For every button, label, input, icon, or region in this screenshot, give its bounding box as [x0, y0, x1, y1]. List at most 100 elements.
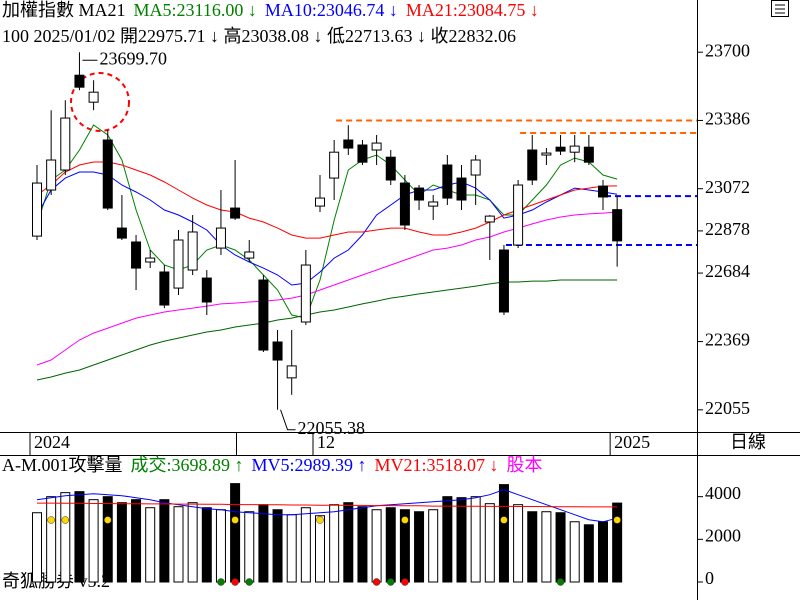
volume-ma-line	[37, 502, 618, 508]
candle-body	[612, 209, 623, 242]
volume-bar	[60, 492, 71, 583]
signal-dot	[401, 578, 409, 586]
candle-body	[569, 145, 580, 153]
candle-body	[131, 241, 142, 269]
candle-body	[159, 271, 170, 306]
volume-header-item: MV5:2989.39 ↑	[252, 455, 367, 475]
header-item: MA21:23084.75 ↓	[406, 0, 539, 20]
candle-body	[343, 139, 354, 149]
volume-bar	[187, 502, 198, 583]
volume-bar	[215, 509, 226, 583]
candle-body	[385, 156, 396, 181]
volume-bar	[385, 507, 396, 583]
volume-header-item: MV21:3518.07 ↓	[375, 455, 499, 475]
candle-body	[541, 152, 552, 156]
volume-bar	[145, 507, 156, 583]
candle-body	[513, 184, 524, 246]
volume-bar	[258, 504, 269, 583]
candle-body	[414, 187, 425, 201]
candle-body	[456, 177, 467, 201]
volume-bar	[300, 507, 311, 583]
volume-bar	[484, 503, 495, 583]
x-tick-label: 12	[317, 432, 335, 452]
candle-body	[428, 201, 439, 207]
period-label: 日線	[730, 432, 766, 452]
y-tick-label: 22369	[705, 330, 750, 350]
volume-bar	[456, 497, 467, 583]
volume-bar	[428, 509, 439, 583]
y-tick-label: 22684	[705, 261, 750, 281]
volume-bar	[598, 521, 608, 583]
y-tick-label: 0	[705, 568, 714, 588]
annotation-label: 23699.70	[99, 48, 167, 68]
volume-bar	[102, 496, 113, 583]
ma-line	[36, 279, 618, 381]
volume-bar	[74, 491, 85, 583]
candle-body	[470, 159, 481, 176]
signal-dot	[245, 578, 253, 586]
volume-header: A-M.001攻擊量 成交:3698.89 ↑ MV5:2989.39 ↑ MV21:…	[2, 455, 543, 475]
candle-body	[74, 74, 85, 88]
candle-body	[286, 365, 297, 379]
volume-bar	[513, 504, 524, 583]
highlight-circle	[70, 72, 130, 132]
volume-bar	[541, 511, 552, 583]
signal-dot	[47, 516, 55, 524]
candle-body	[102, 139, 113, 209]
signal-dot	[61, 516, 70, 524]
chart-subheader: 100 2025/01/02 開22975.71 ↓ 高23038.08 ↓ 低…	[2, 26, 516, 46]
volume-bar	[244, 511, 255, 583]
volume-bar	[286, 514, 297, 583]
candle-body	[498, 249, 509, 313]
volume-bar	[315, 515, 325, 583]
header-item: 加權指數 MA21	[2, 0, 126, 20]
candle-body	[329, 151, 340, 179]
volume-bar	[555, 512, 566, 583]
volume-bar	[527, 511, 538, 583]
candle-body	[555, 146, 566, 152]
volume-bar	[46, 496, 57, 583]
candle-body	[598, 185, 608, 198]
signal-dot	[217, 578, 225, 586]
signal-dot	[231, 516, 239, 524]
volume-bar	[32, 512, 42, 583]
volume-bar	[159, 499, 170, 583]
candle-body	[300, 264, 311, 323]
volume-bar	[414, 511, 425, 583]
candle-body	[88, 91, 99, 103]
candle-body	[230, 207, 241, 219]
x-tick-label: 2024	[34, 432, 70, 452]
y-tick-label: 23700	[705, 40, 750, 60]
candle-body	[201, 277, 212, 303]
volume-header-item: 成交:3698.89 ↑	[131, 455, 244, 475]
y-tick-label: 2000	[705, 525, 741, 545]
chart-header: 加權指數 MA21 MA5:23116.00 ↓ MA10:23046.74 ↓ MA…	[2, 0, 539, 20]
candle-body	[173, 239, 184, 289]
volume-bar	[357, 506, 368, 583]
candle-body	[315, 197, 325, 207]
annotation-label: 22055.38	[298, 418, 366, 438]
y-tick-label: 23386	[705, 109, 750, 129]
candle-body	[357, 144, 368, 163]
candle-body	[272, 341, 283, 361]
candle-body	[60, 117, 71, 171]
volume-bar	[583, 524, 594, 583]
y-tick-label: 22055	[705, 398, 750, 418]
signal-dot	[372, 578, 381, 586]
y-tick-label: 22878	[705, 219, 750, 239]
volume-header-item: 股本	[507, 455, 543, 475]
signal-dot	[387, 578, 395, 586]
volume-bar	[173, 506, 184, 583]
signal-dot	[556, 578, 565, 586]
candle-body	[583, 146, 594, 163]
candle-body	[258, 279, 269, 351]
header-item: MA5:23116.00 ↓	[134, 0, 257, 20]
volume-ma-line	[36, 489, 618, 523]
volume-bar	[116, 502, 127, 583]
candle-body	[116, 227, 127, 239]
candle-body	[46, 159, 57, 191]
candle-body	[484, 215, 495, 223]
candle-body	[32, 182, 42, 237]
volume-bar	[442, 496, 453, 583]
